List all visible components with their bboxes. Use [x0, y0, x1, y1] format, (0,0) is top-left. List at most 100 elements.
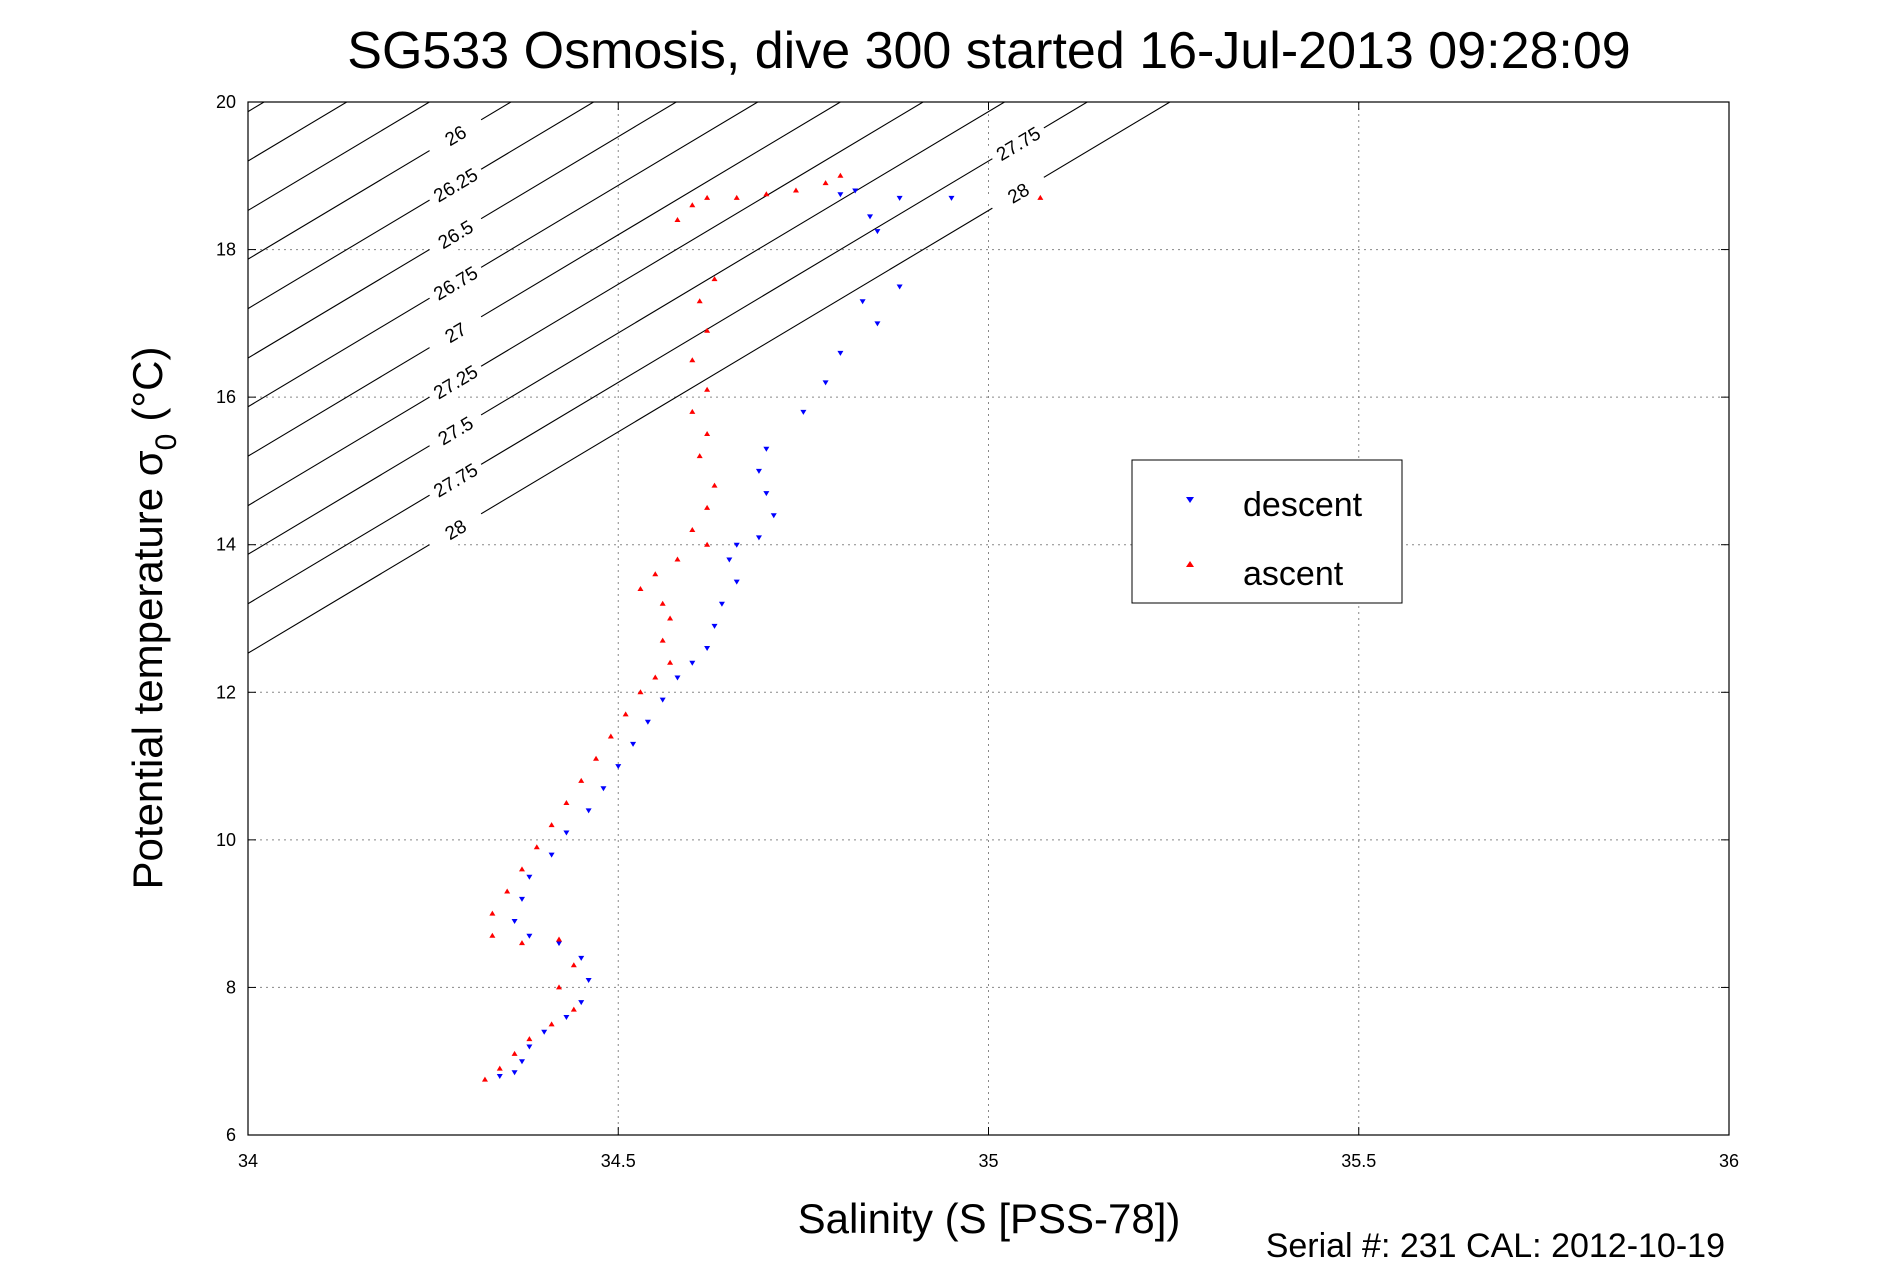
- descent-point: [541, 1029, 548, 1035]
- contour-label-bg: [422, 158, 488, 212]
- x-tick-label: 35: [978, 1151, 998, 1171]
- ascent-point: [763, 191, 770, 197]
- descent-point: [948, 195, 955, 201]
- ascent-point: [711, 276, 718, 282]
- ascent-point: [563, 799, 570, 805]
- contour-label-bg: [422, 256, 488, 310]
- descent-point: [733, 579, 740, 585]
- contour-label-bg: [422, 502, 488, 556]
- descent-point: [874, 229, 881, 235]
- ascent-point: [667, 615, 674, 621]
- contour-line: [248, 102, 594, 310]
- x-axis-label: Salinity (S [PSS-78]): [798, 1195, 1181, 1242]
- legend-ascent-marker: [1186, 561, 1194, 567]
- ascent-point: [674, 556, 681, 562]
- ascent-point: [489, 932, 496, 938]
- descent-point: [770, 513, 777, 519]
- ascent-point: [496, 1065, 503, 1071]
- ascent-point: [607, 733, 614, 739]
- descent-point: [518, 896, 525, 902]
- ascent-point: [674, 217, 681, 223]
- descent-point: [763, 446, 770, 452]
- ascent-point: [792, 187, 799, 193]
- descent-point: [896, 284, 903, 290]
- ascent-point: [733, 194, 740, 200]
- y-axis-label: Potential temperature σ0 (°C): [124, 347, 183, 890]
- ascent-point: [556, 984, 563, 990]
- contour-label-bg: [422, 108, 488, 162]
- descent-point: [800, 409, 807, 415]
- y-tick-label: 12: [216, 682, 236, 702]
- descent-point: [837, 350, 844, 356]
- y-axis-label-unit: (°C): [124, 347, 171, 422]
- contour-label-bg: [985, 166, 1051, 220]
- y-tick-label: 18: [216, 240, 236, 260]
- descent-point: [556, 941, 563, 947]
- x-tick-label: 36: [1719, 1151, 1739, 1171]
- ascent-point: [570, 962, 577, 968]
- contour-line: [248, 102, 348, 162]
- ascent-point: [822, 180, 829, 186]
- data-points: [481, 172, 1044, 1082]
- descent-point: [852, 188, 859, 194]
- contour-line: [248, 102, 924, 507]
- ascent-point: [1037, 194, 1044, 200]
- ascent-point: [667, 659, 674, 665]
- y-tick-label: 20: [216, 92, 236, 112]
- descent-point: [689, 660, 696, 666]
- axis-ticks: 34 34.5 35 35.5 36 6 8 10 12 14 16 18 20: [216, 92, 1739, 1171]
- contour-line: [248, 102, 758, 408]
- ascent-point: [659, 637, 666, 643]
- descent-point: [755, 468, 762, 474]
- descent-point: [874, 321, 881, 327]
- descent-point: [755, 535, 762, 541]
- descent-point: [615, 764, 622, 770]
- contour-line: [248, 102, 841, 457]
- descent-point: [600, 786, 607, 792]
- ascent-point: [696, 453, 703, 459]
- ascent-point: [711, 482, 718, 488]
- ascent-point: [570, 1006, 577, 1012]
- ascent-point: [489, 910, 496, 916]
- descent-point: [837, 192, 844, 198]
- x-tick-label: 35.5: [1341, 1151, 1376, 1171]
- descent-point: [896, 195, 903, 201]
- ascent-point: [696, 298, 703, 304]
- descent-point: [644, 719, 651, 725]
- ascent-point: [518, 866, 525, 872]
- descent-point: [496, 1073, 503, 1079]
- descent-point: [548, 852, 555, 858]
- descent-point: [733, 542, 740, 548]
- descent-point: [526, 874, 533, 880]
- y-tick-label: 14: [216, 535, 236, 555]
- descent-point: [585, 808, 592, 814]
- ascent-point: [704, 541, 711, 547]
- ascent-point: [556, 936, 563, 942]
- ascent-point: [652, 571, 659, 577]
- contour-line: [248, 102, 430, 211]
- footer-serial-cal: Serial #: 231 CAL: 2012-10-19: [1266, 1227, 1725, 1262]
- contour-label-bg: [422, 453, 488, 507]
- series-descent: [496, 188, 955, 1079]
- ascent-point: [518, 940, 525, 946]
- descent-point: [704, 646, 711, 652]
- contour-line: [248, 102, 1005, 555]
- ascent-point: [593, 755, 600, 761]
- ascent-point: [689, 357, 696, 363]
- ascent-point: [689, 526, 696, 532]
- ascent-point: [689, 408, 696, 414]
- contour-label-bg: [422, 305, 488, 359]
- ascent-point: [704, 504, 711, 510]
- ascent-point: [548, 822, 555, 828]
- descent-point: [867, 214, 874, 220]
- ascent-point: [637, 585, 644, 591]
- chart-title: SG533 Osmosis, dive 300 started 16-Jul-2…: [347, 22, 1630, 80]
- ascent-point: [637, 689, 644, 695]
- descent-point: [585, 978, 592, 984]
- descent-point: [711, 623, 718, 629]
- legend-descent-marker: [1186, 497, 1194, 503]
- descent-point: [526, 1044, 533, 1050]
- descent-point: [511, 919, 518, 925]
- ascent-point: [578, 777, 585, 783]
- ascent-point: [704, 194, 711, 200]
